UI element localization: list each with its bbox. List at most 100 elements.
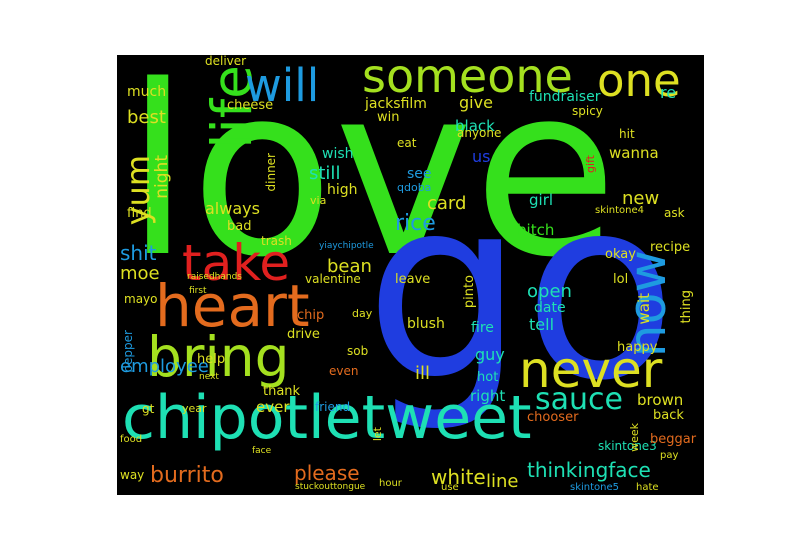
word-valentine: valentine: [305, 272, 361, 286]
word-fire: fire: [471, 320, 494, 336]
word-year: year: [182, 402, 207, 415]
word-fundraiser: fundraiser: [529, 89, 601, 105]
word-ever: ever: [256, 398, 290, 416]
word-next: next: [199, 372, 219, 382]
word-guy: guy: [475, 345, 505, 364]
word-hour: hour: [379, 478, 402, 489]
word-mayo: mayo: [124, 292, 158, 306]
word-help: help: [197, 352, 226, 367]
word-cheese: cheese: [227, 98, 274, 113]
word-employee: employee: [120, 356, 209, 377]
word-thank: thank: [263, 384, 301, 399]
word-line: line: [486, 471, 519, 492]
word-pay: pay: [660, 450, 679, 461]
word-heart: heart: [155, 272, 310, 340]
word-lol: lol: [613, 272, 629, 287]
word-food: food: [120, 434, 143, 445]
word-wanna: wanna: [609, 144, 659, 162]
word-night: night: [152, 155, 172, 199]
word-qdoba: qdoba: [397, 181, 432, 194]
word-date: date: [534, 300, 566, 316]
word-let: let: [371, 427, 384, 442]
word-thing: thing: [679, 290, 694, 324]
word-wish: wish: [322, 146, 354, 162]
word-please: please: [294, 461, 360, 485]
word-via: via: [310, 194, 327, 207]
word-take: take: [182, 234, 291, 292]
word-pepper: pepper: [121, 330, 135, 373]
word-friend: friend: [315, 400, 351, 414]
word-brown: brown: [637, 391, 684, 409]
word-girl: girl: [529, 191, 554, 209]
word-find: find: [127, 206, 152, 221]
word-face: face: [252, 446, 272, 456]
word-trash: trash: [261, 234, 292, 248]
word-beggar: beggar: [650, 432, 697, 447]
word-us: us: [472, 147, 491, 166]
word-still: still: [309, 163, 341, 184]
word-new: new: [622, 188, 660, 209]
word-bring: bring: [147, 325, 290, 389]
word-black: black: [455, 117, 495, 135]
word-skintone4: skintone4: [595, 205, 645, 216]
word-use: use: [441, 482, 459, 493]
word-way: way: [120, 468, 145, 482]
word-always: always: [205, 199, 260, 218]
word-best: best: [127, 107, 166, 128]
word-chip: chip: [297, 308, 325, 323]
word-go: go: [365, 144, 677, 435]
word-yiaychipotle: yiaychipotle: [319, 241, 374, 251]
word-gift: gift: [584, 155, 597, 174]
word-ask: ask: [664, 206, 685, 220]
word-re: re: [660, 83, 677, 102]
word-deliver: deliver: [205, 55, 247, 68]
word-drive: drive: [287, 327, 320, 342]
word-spicy: spicy: [572, 104, 603, 118]
word-stuckouttongue: stuckouttongue: [295, 482, 366, 492]
word-see: see: [407, 166, 432, 182]
word-skintone3: skintone3: [598, 439, 657, 453]
word-happy: happy: [617, 340, 658, 355]
word-eat: eat: [397, 136, 417, 150]
word-card: card: [427, 193, 467, 214]
word-sauce: sauce: [535, 382, 623, 417]
word-bean: bean: [327, 256, 372, 277]
word-thinkingface: thinkingface: [527, 458, 651, 482]
word-hit: hit: [619, 127, 635, 141]
word-week: week: [628, 423, 641, 452]
word-will: will: [245, 59, 320, 112]
word-shit: shit: [120, 241, 157, 265]
word-open: open: [527, 281, 572, 302]
word-bad: bad: [227, 219, 252, 234]
word-hot: hot: [477, 370, 499, 385]
word-recipe: recipe: [650, 240, 691, 255]
word-pinto: pinto: [462, 275, 477, 309]
word-one: one: [597, 55, 681, 107]
word-much: much: [127, 84, 167, 100]
word-okay: okay: [605, 247, 636, 262]
word-right: right: [470, 387, 506, 405]
word-dinner: dinner: [264, 153, 278, 192]
word-chipotletweet: chipotletweet: [122, 383, 532, 453]
word-give: give: [459, 93, 493, 112]
word-hate: hate: [636, 482, 659, 493]
word-love: love: [125, 55, 618, 309]
word-first: first: [189, 286, 207, 296]
word-bitch: bitch: [517, 221, 555, 239]
word-day: day: [352, 307, 373, 320]
word-chooser: chooser: [527, 410, 579, 425]
word-burrito: burrito: [150, 463, 224, 488]
word-moe: moe: [120, 263, 160, 284]
word-leave: leave: [395, 272, 431, 287]
word-even: even: [329, 364, 359, 378]
word-blush: blush: [407, 316, 445, 332]
word-skintone5: skintone5: [570, 482, 620, 493]
word-jacksfilm: jacksfilm: [365, 96, 427, 112]
word-white: white: [431, 465, 486, 489]
word-anyone: anyone: [457, 126, 502, 140]
word-cloud: love go chipotletweet heart bring someone take…: [117, 55, 704, 495]
word-tell: tell: [529, 315, 555, 334]
word-someone: someone: [362, 55, 573, 103]
word-never: never: [519, 341, 663, 399]
word-wait: wait: [635, 293, 653, 325]
